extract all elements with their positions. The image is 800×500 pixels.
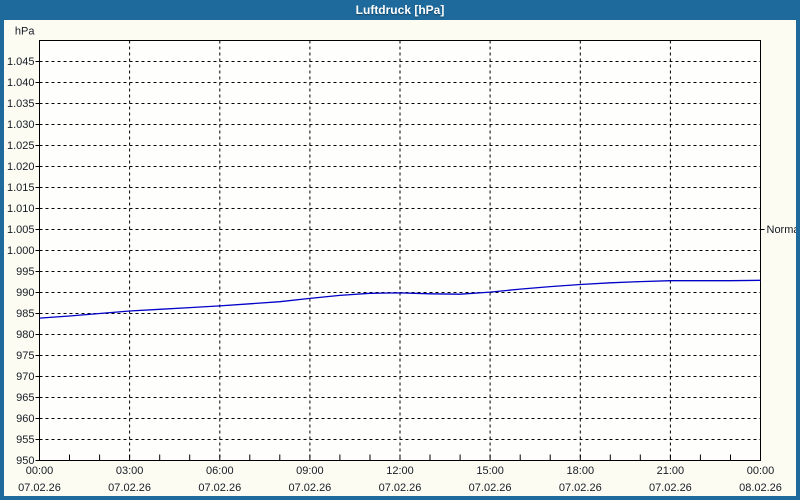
x-time-label: 09:00 [296,465,324,477]
x-date-label: 07.02.26 [469,482,512,494]
y-tick-label: 1.000 [7,245,35,257]
y-tick-label: 1.015 [7,182,35,194]
pressure-line [39,279,761,319]
y-tick-label: 985 [16,308,34,320]
x-grid [39,40,761,461]
y-tick-label: 975 [16,350,34,362]
x-date-label: 07.02.26 [288,482,331,494]
normal-label: Normal [767,224,800,236]
x-time-label: 15:00 [476,465,504,477]
normal-annotation: Normal [760,224,800,236]
y-tick-label: 980 [16,329,34,341]
x-axis-labels: 00:00 07.02.26 03:00 07.02.26 06:00 07.02.26 0… [18,465,782,494]
x-date-label: 08.02.26 [739,482,782,494]
window-border-left [0,0,4,500]
y-tick-label: 1.035 [7,98,35,110]
window-titlebar: Luftdruck [hPa] [0,0,800,20]
x-date-label: 07.02.26 [649,482,692,494]
y-tick-label: 1.040 [7,77,35,89]
x-time-label: 06:00 [206,465,234,477]
x-date-label: 07.02.26 [559,482,602,494]
x-time-label: 00:00 [26,465,54,477]
y-tick-label: 1.005 [7,224,35,236]
y-tick-label: 1.045 [7,56,35,68]
y-tick-label: 1.020 [7,161,35,173]
x-date-label: 07.02.26 [18,482,61,494]
window-border-right [796,0,800,500]
y-tick-label: 1.010 [7,203,35,215]
y-axis-unit-label: hPa [15,26,35,38]
x-date-label: 07.02.26 [198,482,241,494]
x-date-label: 07.02.26 [108,482,151,494]
y-tick-label: 950 [16,455,34,467]
y-tick-label: 965 [16,392,34,404]
x-time-label: 18:00 [567,465,595,477]
y-tick-label: 1.025 [7,140,35,152]
y-tick-label: 955 [16,434,34,446]
y-tick-label: 995 [16,266,34,278]
x-time-label: 21:00 [657,465,685,477]
y-tick-label: 990 [16,287,34,299]
x-time-label: 12:00 [386,465,414,477]
x-time-label: 00:00 [747,465,775,477]
x-date-label: 07.02.26 [379,482,422,494]
plot-border [39,40,761,461]
window-border-bottom [0,496,800,500]
y-tick-label: 1.030 [7,119,35,131]
y-tick-label: 960 [16,413,34,425]
x-time-label: 03:00 [116,465,144,477]
y-tick-label: 970 [16,371,34,383]
window-title: Luftdruck [hPa] [355,3,445,17]
